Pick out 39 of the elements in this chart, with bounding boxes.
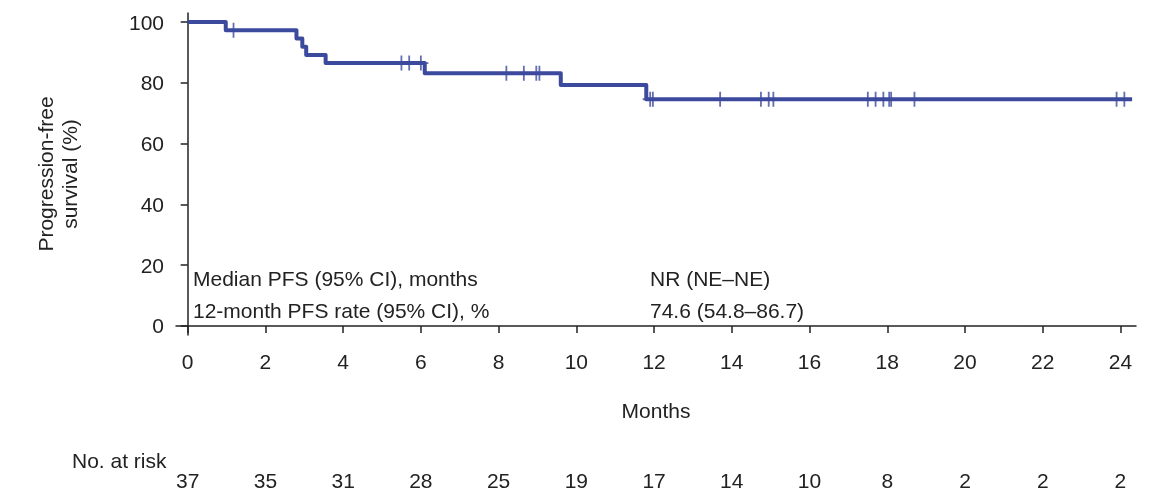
y-tick-label: 60: [140, 132, 164, 156]
text: 31: [331, 469, 355, 492]
y-axis-title: Progression-free survival (%): [33, 96, 81, 252]
text: 2: [1036, 469, 1049, 492]
y-tick-label: 40: [140, 192, 164, 216]
x-axis-title: Months: [621, 399, 691, 422]
text: 8: [881, 469, 894, 492]
y-tick-label: 100: [128, 10, 164, 34]
x-tick-label: 6: [415, 350, 427, 373]
text: 37: [175, 469, 200, 492]
text: 10: [797, 469, 822, 492]
annotation: 12-month PFS rate (95% CI), %: [193, 299, 490, 322]
text: 14: [720, 469, 744, 492]
annotation: 74.6 (54.8–86.7): [650, 299, 805, 322]
x-tick-label: 18: [875, 350, 899, 373]
x-tick-label: 12: [642, 350, 666, 373]
x-tick-label: 4: [337, 350, 350, 373]
text: 17: [642, 469, 666, 492]
text: 19: [564, 469, 588, 492]
y-tick-label: 80: [140, 71, 164, 95]
text: No. at risk: [72, 449, 168, 472]
x-tick-label: 14: [720, 350, 744, 373]
text: 28: [409, 469, 433, 492]
text: 2: [1114, 469, 1127, 492]
x-tick-label: 0: [181, 350, 194, 373]
x-tick-label: 10: [564, 350, 588, 373]
text: 25: [486, 469, 511, 492]
x-tick-label: 2: [259, 350, 272, 373]
x-tick-label: 20: [953, 350, 977, 373]
y-tick-label: 0: [152, 314, 164, 338]
y-tick-label: 20: [140, 253, 164, 277]
x-tick-label: 22: [1031, 350, 1055, 373]
x-tick-label: 24: [1108, 350, 1133, 373]
annotation: NR (NE–NE): [650, 267, 771, 290]
x-tick-label: 8: [492, 350, 505, 373]
text: 2: [959, 469, 971, 492]
x-tick-label: 16: [797, 350, 822, 373]
text: 35: [253, 469, 278, 492]
annotation: Median PFS (95% CI), months: [193, 267, 478, 290]
